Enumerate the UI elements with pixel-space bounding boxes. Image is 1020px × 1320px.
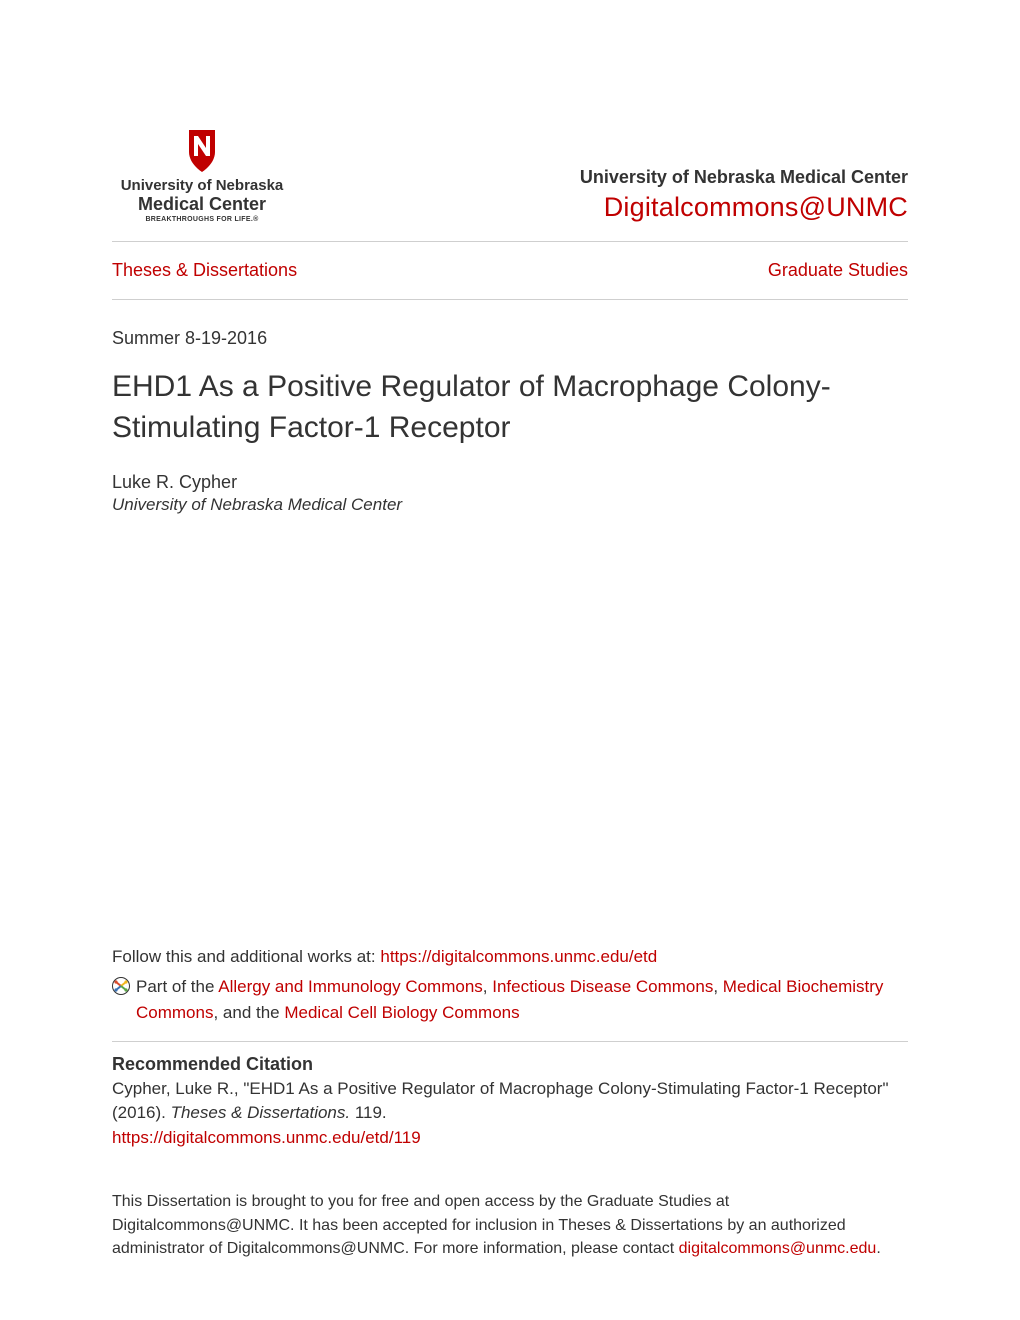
footer-text-b: . (876, 1240, 880, 1257)
access-statement: This Dissertation is brought to you for … (112, 1190, 908, 1260)
parent-link[interactable]: Graduate Studies (768, 260, 908, 281)
citation-text: Cypher, Luke R., "EHD1 As a Positive Reg… (112, 1077, 908, 1126)
partof-sep2: , (713, 977, 722, 996)
shield-icon (187, 130, 217, 172)
part-of-line: Part of the Allergy and Immunology Commo… (112, 974, 908, 1027)
logo-tagline: BREAKTHROUGHS FOR LIFE.® (145, 216, 258, 223)
partof-lead: Part of the (136, 977, 218, 996)
cover-page: University of Nebraska Medical Center BR… (0, 0, 1020, 1320)
divider-bottom (112, 299, 908, 300)
author-name: Luke R. Cypher (112, 470, 908, 494)
divider-citation (112, 1041, 908, 1042)
commons-link-1[interactable]: Allergy and Immunology Commons (218, 977, 483, 996)
recommended-citation-heading: Recommended Citation (112, 1054, 908, 1075)
repository-link[interactable]: Digitalcommons@UNMC (604, 192, 908, 222)
collection-link[interactable]: Theses & Dissertations (112, 260, 297, 281)
document-title: EHD1 As a Positive Regulator of Macropha… (112, 367, 908, 448)
logo-line2: Medical Center (138, 195, 266, 214)
breadcrumb: Theses & Dissertations Graduate Studies (112, 242, 908, 299)
header-row: University of Nebraska Medical Center BR… (112, 130, 908, 241)
logo-line1: University of Nebraska (121, 178, 284, 195)
author-affiliation: University of Nebraska Medical Center (112, 495, 908, 515)
institution-logo: University of Nebraska Medical Center BR… (112, 130, 292, 223)
permalink-url[interactable]: https://digitalcommons.unmc.edu/etd/119 (112, 1128, 421, 1147)
institution-block: University of Nebraska Medical Center Di… (580, 167, 908, 223)
publication-date: Summer 8-19-2016 (112, 328, 908, 349)
partof-sep1: , (483, 977, 492, 996)
partof-sep3: , and the (213, 1003, 284, 1022)
part-of-text: Part of the Allergy and Immunology Commo… (136, 974, 908, 1027)
permalink: https://digitalcommons.unmc.edu/etd/119 (112, 1126, 908, 1151)
citation-number: 119. (350, 1103, 387, 1122)
follow-prefix: Follow this and additional works at: (112, 947, 380, 966)
commons-link-2[interactable]: Infectious Disease Commons (492, 977, 713, 996)
vertical-spacer (112, 515, 908, 945)
collection-url[interactable]: https://digitalcommons.unmc.edu/etd (380, 947, 657, 966)
citation-series: Theses & Dissertations. (171, 1103, 351, 1122)
institution-name: University of Nebraska Medical Center (580, 167, 908, 188)
network-commons-icon (112, 977, 130, 995)
commons-link-4[interactable]: Medical Cell Biology Commons (284, 1003, 519, 1022)
follow-line: Follow this and additional works at: htt… (112, 944, 908, 970)
contact-email[interactable]: digitalcommons@unmc.edu (679, 1240, 877, 1257)
